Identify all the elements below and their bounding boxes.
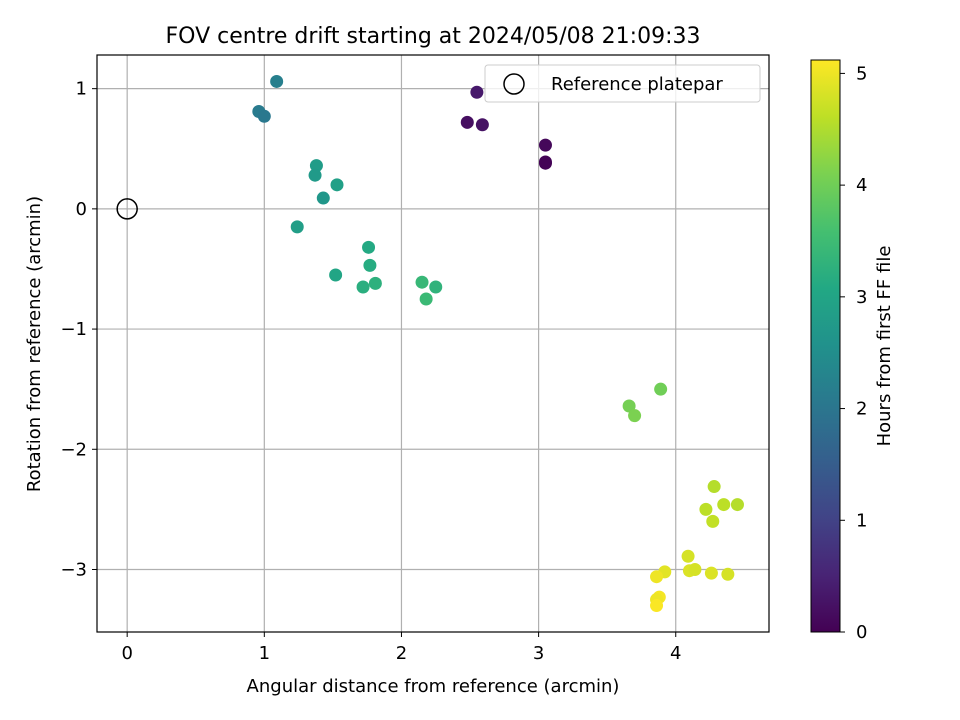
chart-title: FOV centre drift starting at 2024/05/08 … — [166, 24, 701, 49]
legend-box — [484, 64, 761, 103]
scatter-point — [270, 74, 284, 88]
y-tick-label: 1 — [76, 79, 87, 100]
scatter-point — [688, 562, 702, 576]
legend-marker-icon — [503, 73, 525, 95]
scatter-point — [707, 480, 721, 494]
scatter-point — [330, 178, 344, 192]
x-tick-label: 3 — [533, 643, 544, 664]
colorbar-tick-label: 5 — [856, 63, 867, 84]
x-tick-label: 0 — [121, 643, 132, 664]
scatter-point — [429, 280, 443, 294]
plot-frame — [96, 54, 770, 633]
colorbar-title: Hours from first FF file — [874, 246, 895, 447]
grid-lines — [97, 55, 769, 632]
legend: Reference platepar — [484, 64, 761, 103]
scatter-point — [460, 115, 474, 129]
scatter-point — [316, 191, 330, 205]
reference-platepar-marker — [116, 198, 138, 220]
scatter-point — [470, 85, 484, 99]
scatter-point — [706, 514, 720, 528]
scatter-point — [622, 399, 636, 413]
colorbar-tick-label: 0 — [856, 622, 867, 643]
y-axis-ticks: 1 0 −1 −2 −3 — [60, 79, 97, 580]
scatter-point — [538, 156, 552, 170]
x-tick-label: 2 — [396, 643, 407, 664]
scatter-point — [717, 498, 731, 512]
y-tick-label: −3 — [60, 559, 87, 580]
y-tick-label: −1 — [60, 319, 87, 340]
colorbar: 0 1 2 3 4 5 Hours from first FF file — [810, 59, 895, 643]
scatter-point — [415, 275, 429, 289]
scatter-point — [363, 258, 377, 272]
legend-label: Reference platepar — [551, 74, 723, 95]
scatter-point — [329, 268, 343, 282]
scatter-point — [654, 382, 668, 396]
y-tick-label: −2 — [60, 439, 87, 460]
plot-background — [97, 55, 769, 632]
scatter-point — [730, 498, 744, 512]
colorbar-tick-label: 3 — [856, 287, 867, 308]
scatter-point — [538, 138, 552, 152]
colorbar-tick-label: 1 — [856, 510, 867, 531]
colorbar-gradient — [810, 59, 841, 633]
x-axis-title: Angular distance from reference (arcmin) — [247, 676, 620, 697]
scatter-point — [419, 292, 433, 306]
scatter-point — [308, 168, 322, 182]
x-axis-ticks: 0 1 2 3 4 — [121, 632, 681, 664]
scatter-point — [368, 276, 382, 290]
scatter-point — [362, 240, 376, 254]
x-tick-label: 1 — [259, 643, 270, 664]
y-axis-title: Rotation from reference (arcmin) — [24, 196, 45, 492]
scatter-points — [252, 74, 744, 613]
plot-area — [96, 54, 770, 633]
scatter-point — [681, 549, 695, 563]
y-tick-label: 0 — [76, 199, 87, 220]
colorbar-tick-label: 4 — [856, 175, 867, 196]
scatter-point — [699, 502, 713, 516]
colorbar-ticks: 0 1 2 3 4 5 — [840, 63, 867, 643]
scatter-point — [475, 118, 489, 132]
scatter-point — [628, 409, 642, 423]
scatter-point — [257, 109, 271, 123]
scatter-point — [650, 599, 664, 613]
scatter-point — [650, 570, 664, 584]
colorbar-tick-label: 2 — [856, 399, 867, 420]
scatter-point — [704, 566, 718, 580]
scatter-point — [290, 220, 304, 234]
scatter-point — [721, 567, 735, 581]
x-tick-label: 4 — [670, 643, 681, 664]
scatter-point — [309, 159, 323, 173]
scatter-point — [356, 280, 370, 294]
